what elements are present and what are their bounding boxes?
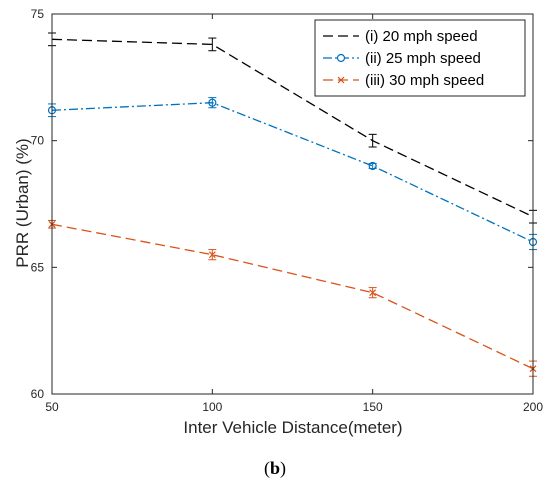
point-3-2	[208, 251, 216, 259]
y-tick-label-75: 75	[31, 7, 45, 21]
legend-box	[314, 19, 526, 97]
axes	[51, 13, 534, 395]
line-chart: 50 100 150 200 60 65 70 75 Inter Vehicle Distan…	[13, 7, 544, 437]
legend-label-3: (iii) 30 mph speed	[365, 72, 484, 89]
series-line-3	[51, 223, 534, 370]
legend-label-2: (ii) 25 mph speed	[365, 50, 481, 67]
tick-labels: 50 100 150 200 60 65 70 75	[31, 7, 544, 414]
axes-box	[51, 13, 534, 395]
legend: (i) 20 mph speed (ii) 25 mph speed (iii) 3…	[314, 19, 526, 97]
x-tick-label-200: 200	[523, 400, 543, 414]
legend-label-1: (i) 20 mph speed	[365, 28, 478, 45]
figure-caption: (b)	[263, 458, 286, 478]
x-axis-label: Inter Vehicle Distance(meter)	[183, 418, 402, 437]
y-axis-label: PRR (Urban) (%)	[13, 138, 32, 267]
point-2-2	[208, 98, 217, 107]
y-tick-label-65: 65	[31, 260, 45, 274]
point-3-3	[369, 289, 377, 297]
y-tick-label-60: 60	[31, 387, 45, 401]
series-layer	[47, 32, 538, 377]
caption-label: b	[269, 458, 280, 478]
legend-marker-3	[337, 76, 345, 84]
legend-marker-2	[336, 53, 346, 63]
x-tick-label-150: 150	[363, 400, 383, 414]
series-line-1	[51, 38, 534, 218]
x-tick-label-50: 50	[45, 400, 59, 414]
x-tick-label-100: 100	[202, 400, 222, 414]
y-tick-label-70: 70	[31, 134, 45, 148]
series-line-2	[51, 102, 534, 243]
point-2-3	[368, 161, 377, 171]
